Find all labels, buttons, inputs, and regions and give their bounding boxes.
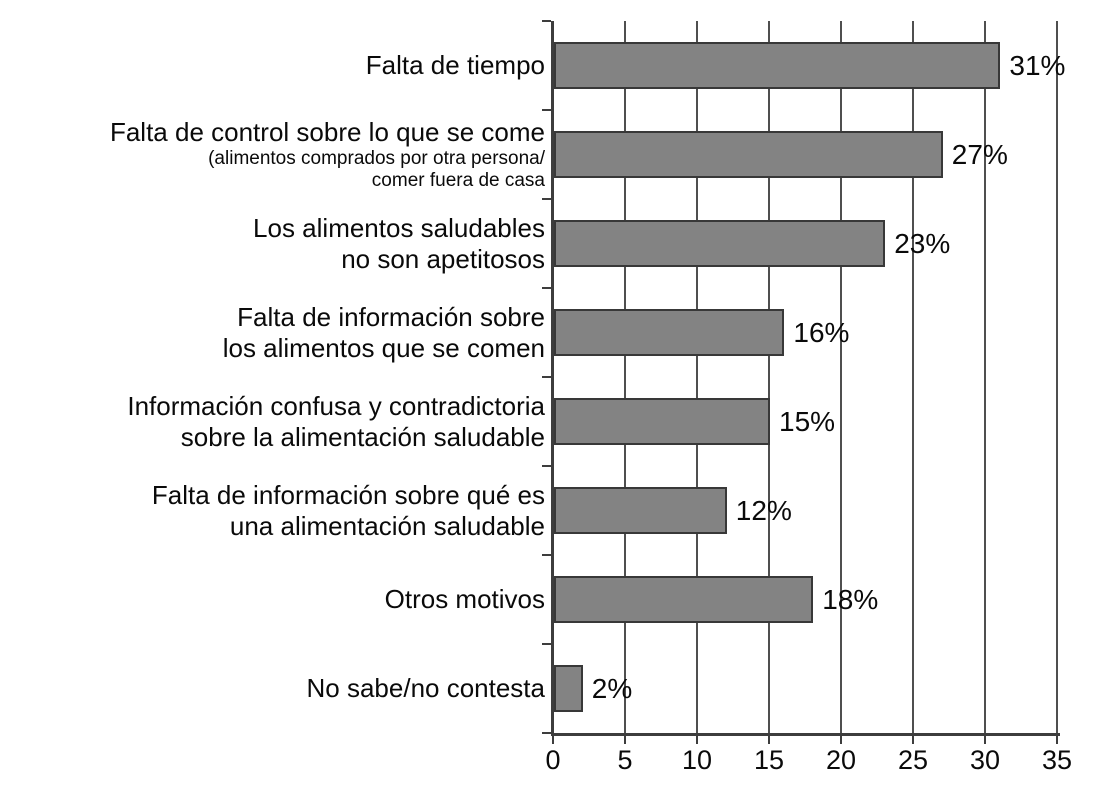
gridline bbox=[1056, 21, 1058, 733]
category-label-line: sobre la alimentación saludable bbox=[180, 421, 545, 452]
y-axis-tick bbox=[542, 198, 551, 200]
x-axis-line bbox=[551, 733, 1060, 736]
x-tick-label: 15 bbox=[753, 745, 785, 775]
x-tick-label: 20 bbox=[825, 745, 857, 775]
gridline bbox=[840, 21, 842, 733]
category-label: Otros motivos bbox=[0, 555, 545, 644]
x-axis-tick bbox=[912, 736, 914, 744]
category-label: No sabe/no contesta bbox=[0, 644, 546, 733]
bar bbox=[554, 576, 814, 623]
bar bbox=[554, 665, 583, 712]
x-tick-label: 0 bbox=[545, 745, 561, 775]
category-sublabel-line: comer fuera de casa bbox=[371, 170, 545, 191]
y-axis-tick bbox=[542, 376, 551, 378]
y-axis-tick bbox=[542, 465, 551, 467]
gridline bbox=[624, 21, 626, 733]
category-sublabel-line: (alimentos comprados por otra persona/ bbox=[208, 148, 545, 169]
x-axis-tick bbox=[624, 736, 626, 744]
category-label: Falta de control sobre lo que se come (al… bbox=[0, 110, 545, 199]
x-tick-label: 35 bbox=[1041, 745, 1073, 775]
category-label: Información confusa y contradictoria sobr… bbox=[0, 377, 545, 466]
bar-value-label: 16% bbox=[793, 317, 850, 348]
x-tick-label: 5 bbox=[617, 745, 633, 775]
category-label-line: Los alimentos saludables bbox=[253, 212, 545, 243]
category-label-line: Otros motivos bbox=[384, 584, 545, 614]
y-axis-tick bbox=[542, 287, 551, 289]
bar bbox=[554, 42, 1001, 89]
x-axis-tick bbox=[984, 736, 986, 744]
bar-value-label: 12% bbox=[735, 495, 792, 526]
gridline bbox=[984, 21, 986, 733]
x-tick-label: 30 bbox=[969, 745, 1001, 775]
category-label-line: los alimentos que se comen bbox=[222, 332, 545, 363]
x-tick-label: 25 bbox=[897, 745, 929, 775]
category-label-line: Falta de información sobre bbox=[237, 301, 545, 332]
y-axis-tick bbox=[542, 732, 551, 734]
category-label-line: Falta de control sobre lo que se come bbox=[109, 117, 545, 147]
gridline bbox=[912, 21, 914, 733]
y-axis-tick bbox=[542, 109, 551, 111]
gridline bbox=[768, 21, 770, 733]
bar-value-label: 27% bbox=[951, 139, 1008, 170]
bar bbox=[554, 309, 785, 356]
category-label-line: No sabe/no contesta bbox=[306, 673, 546, 703]
x-axis-tick bbox=[696, 736, 698, 744]
y-axis-tick bbox=[542, 643, 551, 645]
bar-value-label: 31% bbox=[1009, 50, 1066, 81]
category-label: Falta de información sobre los alimentos … bbox=[0, 288, 545, 377]
gridline bbox=[696, 21, 698, 733]
category-label: Falta de información sobre qué es una ali… bbox=[0, 466, 545, 555]
category-label-line: Falta de tiempo bbox=[365, 50, 545, 80]
x-axis-tick bbox=[1056, 736, 1058, 744]
category-label-line: una alimentación saludable bbox=[229, 510, 545, 541]
category-label: Falta de tiempo bbox=[0, 21, 545, 110]
bar-value-label: 23% bbox=[894, 228, 951, 259]
category-label-line: Falta de información sobre qué es bbox=[151, 479, 545, 510]
bar-value-label: 2% bbox=[591, 673, 633, 704]
x-axis-tick bbox=[552, 736, 554, 744]
category-label: Los alimentos saludables no son apetitoso… bbox=[0, 199, 545, 288]
y-axis-tick bbox=[542, 20, 551, 22]
y-axis-tick bbox=[542, 554, 551, 556]
category-label-line: Información confusa y contradictoria bbox=[127, 390, 545, 421]
bar bbox=[554, 487, 727, 534]
bar-value-label: 18% bbox=[822, 584, 879, 615]
x-axis-tick bbox=[840, 736, 842, 744]
bar bbox=[554, 131, 943, 178]
x-tick-label: 10 bbox=[681, 745, 713, 775]
bar-value-label: 15% bbox=[779, 406, 836, 437]
bar bbox=[554, 220, 886, 267]
x-axis-tick bbox=[768, 736, 770, 744]
y-axis-line bbox=[551, 21, 554, 733]
bar bbox=[554, 398, 770, 445]
category-label-line: no son apetitosos bbox=[341, 243, 545, 274]
